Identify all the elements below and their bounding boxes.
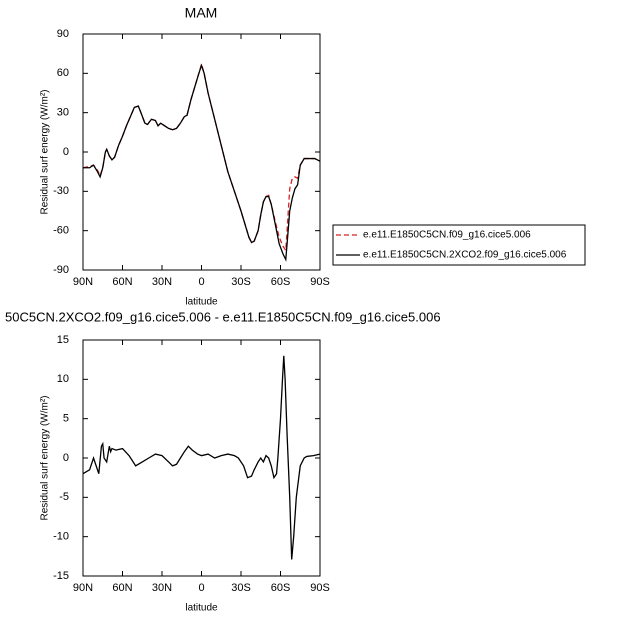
x-tick-label: 30N — [152, 276, 172, 288]
x-tick-label: 30N — [152, 582, 172, 594]
y-tick-label: -60 — [53, 225, 69, 237]
legend-label: e.e11.E1850C5CN.f09_g16.cice5.006 — [363, 230, 531, 241]
y-tick-label: -15 — [53, 570, 69, 582]
y-tick-label: 10 — [57, 373, 69, 385]
x-axis-label: latitude — [185, 603, 218, 614]
x-tick-label: 90N — [73, 582, 93, 594]
y-axis-label: Residual surf energy (W/m²) — [40, 395, 51, 520]
x-tick-label: 0 — [198, 582, 204, 594]
y-tick-label: 5 — [63, 413, 69, 425]
y-tick-label: 60 — [57, 67, 69, 79]
y-tick-label: -10 — [53, 531, 69, 543]
x-tick-label: 30S — [231, 582, 251, 594]
x-tick-label: 90S — [310, 582, 330, 594]
y-tick-label: 15 — [57, 334, 69, 346]
legend-label: e.e11.E1850C5CN.2XCO2.f09_g16.cice5.006 — [363, 250, 567, 261]
plot-frame — [82, 33, 321, 271]
y-tick-label: -90 — [53, 264, 69, 276]
y-tick-label: 0 — [63, 146, 69, 158]
y-tick-label: 90 — [57, 28, 69, 40]
chart-title: 50C5CN.2XCO2.f09_g16.cice5.006 - e.e11.E… — [5, 309, 441, 324]
legend-box — [332, 224, 586, 266]
x-tick-label: 90N — [73, 276, 93, 288]
x-tick-label: 90S — [310, 276, 330, 288]
data-line — [82, 61, 321, 253]
x-axis-label: latitude — [185, 297, 218, 308]
y-tick-label: -5 — [59, 491, 69, 503]
x-tick-label: 30S — [231, 276, 251, 288]
data-line — [83, 63, 321, 262]
y-axis-label: Residual surf energy (W/m²) — [40, 89, 51, 214]
y-tick-label: -30 — [53, 185, 69, 197]
data-line — [82, 355, 321, 560]
x-tick-label: 60N — [112, 276, 132, 288]
x-tick-label: 60N — [112, 582, 132, 594]
x-tick-label: 0 — [198, 276, 204, 288]
x-tick-label: 60S — [271, 582, 291, 594]
chart-title: MAM — [185, 5, 218, 21]
x-tick-label: 60S — [271, 276, 291, 288]
y-tick-label: 30 — [57, 107, 69, 119]
y-tick-label: 0 — [63, 452, 69, 464]
